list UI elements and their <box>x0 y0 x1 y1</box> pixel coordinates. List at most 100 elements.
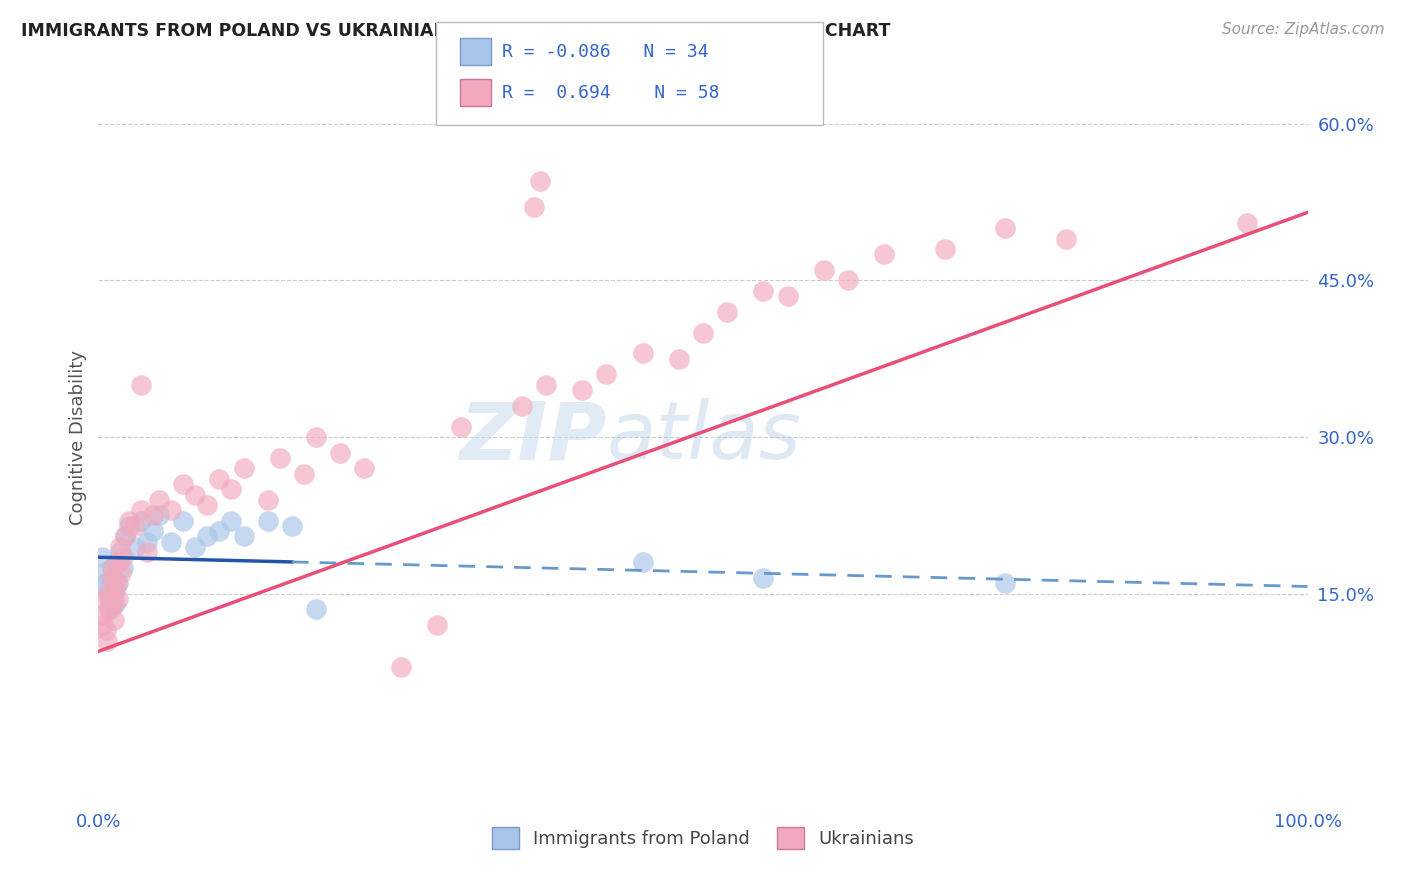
Point <box>837 273 859 287</box>
Point <box>631 346 654 360</box>
Point <box>94 624 117 638</box>
Point <box>91 550 114 565</box>
Point <box>631 556 654 570</box>
Point <box>269 450 291 465</box>
Point <box>108 545 131 559</box>
Point <box>184 540 207 554</box>
Point <box>135 545 157 559</box>
Point <box>752 571 775 585</box>
Point <box>160 503 183 517</box>
Point <box>208 524 231 538</box>
Point <box>129 514 152 528</box>
Text: IMMIGRANTS FROM POLAND VS UKRAINIAN COGNITIVE DISABILITY CORRELATION CHART: IMMIGRANTS FROM POLAND VS UKRAINIAN COGN… <box>21 22 890 40</box>
Point <box>668 351 690 366</box>
Point <box>752 284 775 298</box>
Legend: Immigrants from Poland, Ukrainians: Immigrants from Poland, Ukrainians <box>485 820 921 856</box>
Point <box>195 498 218 512</box>
Point <box>107 576 129 591</box>
Point <box>232 461 254 475</box>
Point <box>1236 216 1258 230</box>
Point <box>389 660 412 674</box>
Point <box>100 602 122 616</box>
Point <box>124 519 146 533</box>
Point <box>96 633 118 648</box>
Y-axis label: Cognitive Disability: Cognitive Disability <box>69 350 87 524</box>
Text: Source: ZipAtlas.com: Source: ZipAtlas.com <box>1222 22 1385 37</box>
Point <box>510 399 533 413</box>
Point <box>148 508 170 523</box>
Text: R =  0.694    N = 58: R = 0.694 N = 58 <box>502 84 720 102</box>
Point <box>142 508 165 523</box>
Point <box>104 582 127 596</box>
Point <box>105 576 128 591</box>
Point <box>94 576 117 591</box>
Point <box>281 519 304 533</box>
Point <box>101 571 124 585</box>
Point <box>100 560 122 574</box>
Point <box>98 602 121 616</box>
Point <box>184 487 207 501</box>
Point <box>135 534 157 549</box>
Point <box>108 540 131 554</box>
Point <box>111 560 134 574</box>
Point <box>256 492 278 507</box>
Point <box>101 597 124 611</box>
Point <box>93 566 115 580</box>
Text: ZIP: ZIP <box>458 398 606 476</box>
Point <box>97 587 120 601</box>
Point <box>595 368 617 382</box>
Point <box>118 514 141 528</box>
Point <box>148 492 170 507</box>
Point <box>534 377 557 392</box>
Point <box>292 467 315 481</box>
Point <box>994 576 1017 591</box>
Point <box>129 377 152 392</box>
Point <box>91 607 114 622</box>
Point <box>103 587 125 601</box>
Point <box>208 472 231 486</box>
Point <box>100 571 122 585</box>
Point <box>103 613 125 627</box>
Point <box>221 483 243 497</box>
Point <box>523 200 546 214</box>
Point <box>118 519 141 533</box>
Point <box>97 582 120 596</box>
Point <box>571 383 593 397</box>
Point <box>98 592 121 607</box>
Point <box>108 556 131 570</box>
Point <box>107 592 129 607</box>
Point <box>142 524 165 538</box>
Point <box>105 556 128 570</box>
Point <box>93 592 115 607</box>
Point <box>529 174 551 188</box>
Point <box>256 514 278 528</box>
Text: R = -0.086   N = 34: R = -0.086 N = 34 <box>502 43 709 61</box>
Point <box>873 247 896 261</box>
Text: atlas: atlas <box>606 398 801 476</box>
Point <box>692 326 714 340</box>
Point <box>776 289 799 303</box>
Point <box>114 529 136 543</box>
Point <box>329 446 352 460</box>
Point <box>100 560 122 574</box>
Point <box>994 221 1017 235</box>
Point <box>172 477 194 491</box>
Point <box>305 430 328 444</box>
Point <box>305 602 328 616</box>
Point <box>813 263 835 277</box>
Point <box>104 597 127 611</box>
Point <box>160 534 183 549</box>
Point <box>172 514 194 528</box>
Point <box>934 242 956 256</box>
Point <box>353 461 375 475</box>
Point <box>232 529 254 543</box>
Point <box>426 618 449 632</box>
Point <box>124 540 146 554</box>
Point <box>221 514 243 528</box>
Point <box>129 503 152 517</box>
Point <box>450 419 472 434</box>
Point <box>195 529 218 543</box>
Point <box>110 566 132 580</box>
Point <box>111 550 134 565</box>
Point <box>91 618 114 632</box>
